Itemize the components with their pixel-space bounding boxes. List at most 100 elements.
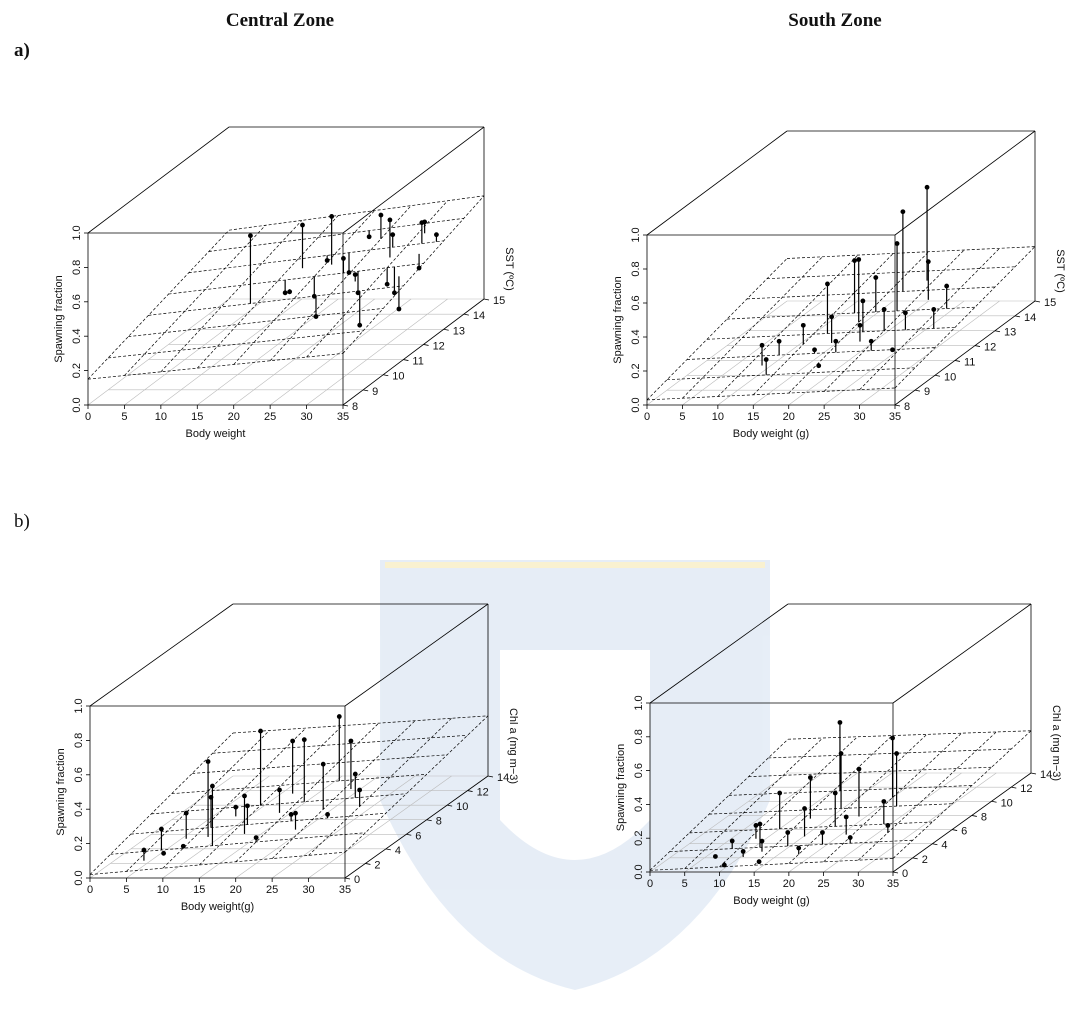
point [825, 281, 830, 287]
surface-line [768, 748, 1012, 759]
surface-line [823, 732, 962, 863]
x-tick-label: 5 [121, 411, 127, 423]
z-tick-label: 0.0 [73, 870, 85, 885]
z-tick-label: 0.8 [630, 261, 642, 276]
z-tick-label: 1.0 [71, 225, 83, 240]
point [820, 830, 825, 835]
surface-line [894, 246, 1036, 389]
x-tick-label: 30 [302, 884, 314, 896]
point [357, 787, 363, 793]
floor-grid [788, 772, 928, 873]
y-tick [344, 877, 351, 880]
floor-grid [717, 300, 859, 406]
y-tick-label: 14 [1024, 312, 1036, 324]
box-edge [892, 603, 1032, 704]
surface-line [162, 727, 307, 869]
surface-line [706, 327, 956, 340]
floor-grid [859, 300, 1000, 406]
y-tick-label: 6 [961, 826, 967, 838]
x-tick-label: 25 [818, 411, 830, 423]
y-tick [363, 389, 369, 392]
point [759, 342, 765, 348]
point [320, 761, 326, 767]
x-tick-label: 20 [228, 411, 240, 423]
point [141, 847, 147, 853]
surface-line [208, 217, 464, 252]
point [180, 843, 186, 849]
point [366, 234, 372, 240]
surface-line [649, 858, 894, 871]
point [161, 850, 167, 856]
y-tick [365, 863, 371, 865]
column-title: Central Zone [226, 10, 334, 31]
box-edge [344, 775, 489, 879]
y-tick-label: 8 [436, 816, 442, 828]
x-tick-label: 35 [887, 878, 899, 890]
x-tick-label: 30 [300, 411, 312, 423]
y-tick-label: 14 [473, 310, 485, 322]
point [288, 812, 294, 817]
z-tick-label: 1.0 [630, 227, 642, 242]
surface-line [110, 832, 366, 855]
point [756, 859, 762, 865]
floor-grid [753, 772, 893, 873]
y-tick [894, 404, 901, 407]
x-tick-label: 0 [647, 878, 653, 890]
column-title: South Zone [788, 10, 881, 31]
y-tick [932, 843, 938, 846]
x-axis-label: Body weight(g) [181, 901, 254, 913]
y-tick-label: 15 [1044, 297, 1056, 309]
y-tick [447, 804, 453, 807]
box-edge [342, 298, 485, 406]
y-tick-label: 13 [453, 325, 465, 337]
surface-line [130, 812, 386, 835]
surface-line [753, 253, 894, 396]
y-tick-label: 15 [493, 295, 505, 307]
y-axis-label: SST (ºC) [503, 247, 515, 291]
y-tick-label: 0 [354, 874, 360, 886]
point [352, 771, 358, 777]
point [740, 849, 746, 854]
y-axis-label: SST (ºC) [1054, 249, 1066, 293]
x-tick-label: 10 [155, 411, 167, 423]
floor-grid [308, 775, 452, 879]
point [287, 289, 293, 295]
point [776, 338, 782, 344]
y-tick-label: 12 [433, 340, 445, 352]
x-tick-label: 20 [783, 878, 795, 890]
point [856, 257, 862, 262]
box-edge [344, 603, 489, 707]
box-edge [649, 603, 789, 704]
x-tick-label: 25 [264, 411, 276, 423]
y-tick [991, 800, 997, 803]
floor-grid [235, 775, 379, 879]
point [721, 862, 727, 868]
surface-line [746, 286, 996, 300]
x-tick-label: 20 [230, 884, 242, 896]
y-tick [403, 359, 409, 361]
surface-line [168, 262, 424, 295]
floor-grid [126, 775, 270, 879]
z-tick-label: 0.4 [630, 329, 642, 344]
y-tick [1034, 300, 1041, 303]
surface-line [126, 730, 270, 872]
y-tick [467, 790, 473, 792]
point [832, 790, 838, 796]
watermark [380, 560, 770, 990]
box-edge [89, 603, 234, 707]
y-tick-label: 9 [372, 386, 378, 398]
point [847, 835, 853, 840]
point [944, 283, 950, 289]
point [416, 265, 422, 271]
y-axis-label: Chl a (mg m−3) [507, 708, 519, 784]
point [785, 830, 791, 835]
surface-line [188, 240, 444, 274]
surface-line [89, 732, 234, 875]
y-tick [487, 775, 494, 778]
y-tick [342, 404, 349, 407]
point [816, 363, 822, 369]
box-edge [342, 126, 485, 234]
point [881, 799, 887, 804]
x-tick-label: 20 [783, 411, 795, 423]
surface-line [128, 308, 384, 337]
